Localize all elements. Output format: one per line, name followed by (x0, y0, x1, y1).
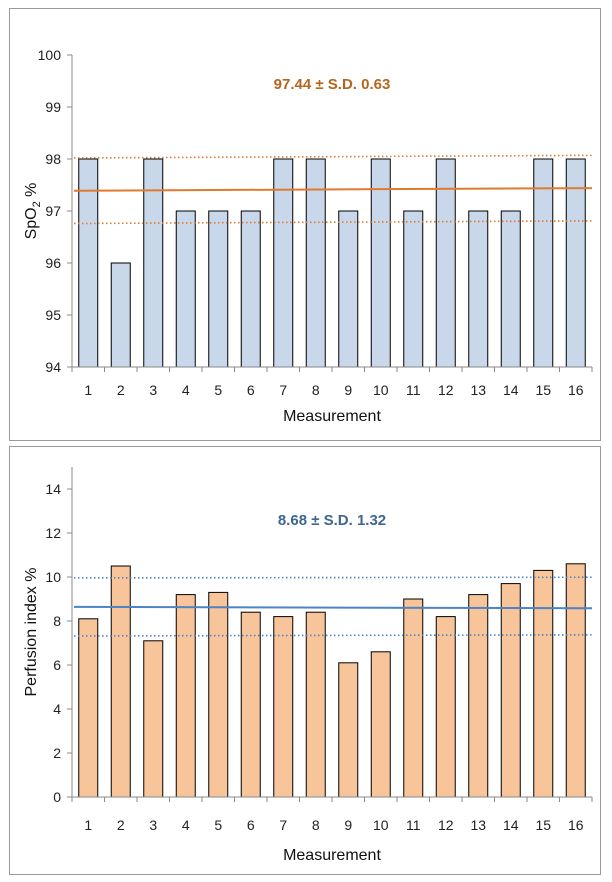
spo2-x-tick-label: 14 (503, 382, 519, 398)
pi-y-tick-label: 12 (45, 525, 61, 541)
pi-x-tick-label: 5 (214, 817, 222, 833)
spo2-x-tick-label: 13 (470, 382, 486, 398)
spo2-bar-2 (110, 262, 131, 368)
pi-y-axis-title: Perfusion index % (23, 568, 40, 697)
spo2-annotation: 97.44 ± S.D. 0.63 (274, 76, 391, 93)
pi-annotation: 8.68 ± S.D. 1.32 (278, 512, 386, 529)
pi-x-tick-label: 10 (373, 817, 389, 833)
pi-bar-9 (338, 662, 359, 798)
pi-y-tick-label: 4 (53, 701, 61, 717)
pi-bar-16 (565, 563, 586, 798)
spo2-x-tick-label: 1 (84, 382, 92, 398)
pi-x-tick-label: 6 (247, 817, 255, 833)
spo2-bar-14 (500, 210, 521, 368)
spo2-y-axis-title: SpO2 % (23, 183, 43, 240)
spo2-y-axis-title-subscript: 2 (31, 201, 43, 207)
spo2-x-tick-label: 2 (117, 382, 125, 398)
pi-x-axis-title: Measurement (283, 847, 381, 864)
spo2-y-tick-label: 98 (45, 151, 61, 167)
perfusion-chart-panel: 0 2 4 6 8 10 12 14 1 2 3 4 5 6 7 8 9 10 11 12 13 14 15 16 8.68 ±… (9, 446, 601, 875)
spo2-bar-5 (208, 210, 229, 368)
pi-y-axis-title-main: Perfusion index % (23, 568, 40, 697)
pi-bar-15 (533, 569, 554, 798)
spo2-bar-15 (533, 158, 554, 368)
pi-bar-4 (175, 594, 196, 798)
spo2-x-axis-title: Measurement (283, 408, 381, 425)
pi-y-tick-label: 6 (53, 657, 61, 673)
pi-x-tick-label: 12 (438, 817, 454, 833)
spo2-y-axis-title-unit: % (23, 183, 40, 202)
pi-y-tick-label: 0 (53, 789, 61, 805)
spo2-y-tick-label: 94 (45, 359, 61, 375)
pi-x-tick-label: 13 (470, 817, 486, 833)
spo2-x-tick-label: 12 (438, 382, 454, 398)
spo2-bar-9 (338, 210, 359, 368)
pi-x-tick-label: 2 (117, 817, 125, 833)
pi-x-tick-label: 1 (84, 817, 92, 833)
spo2-y-tick-label: 97 (45, 203, 61, 219)
spo2-bar-11 (403, 210, 424, 368)
pi-x-tick-label: 9 (344, 817, 352, 833)
pi-bar-10 (370, 651, 391, 798)
pi-lower-sd-line (73, 634, 593, 637)
pi-x-tick-label: 14 (503, 817, 519, 833)
pi-bar-5 (208, 591, 229, 798)
pi-bar-12 (435, 616, 456, 798)
pi-bar-2 (110, 565, 131, 798)
pi-y-tick-label: 14 (45, 481, 61, 497)
pi-x-tick-label: 3 (149, 817, 157, 833)
spo2-x-tick-label: 6 (247, 382, 255, 398)
pi-x-tick-label: 11 (406, 817, 421, 833)
spo2-x-tick-label: 8 (312, 382, 320, 398)
pi-y-tick-label: 10 (45, 569, 61, 585)
pi-y-tick-label: 2 (53, 745, 61, 761)
spo2-y-tick-label: 95 (45, 307, 61, 323)
spo2-chart-panel: 94 95 96 97 98 99 100 1 2 3 4 5 6 7 8 9 10 11 12 13 14 15 16 97… (9, 8, 601, 441)
pi-bar-7 (273, 616, 294, 798)
pi-y-tick-label: 8 (53, 613, 61, 629)
pi-x-tick-label: 8 (312, 817, 320, 833)
pi-x-tick-label: 4 (182, 817, 190, 833)
pi-bar-8 (305, 611, 326, 798)
spo2-bar-13 (468, 210, 489, 368)
pi-bar-11 (403, 598, 424, 798)
pi-bar-3 (143, 640, 164, 798)
pi-bar-14 (500, 583, 521, 798)
spo2-bar-16 (565, 158, 586, 368)
spo2-y-tick-label: 96 (45, 255, 61, 271)
spo2-x-tick-label: 10 (373, 382, 389, 398)
spo2-x-tick-label: 7 (279, 382, 287, 398)
spo2-x-tick-label: 4 (182, 382, 190, 398)
pi-x-tick-label: 16 (568, 817, 584, 833)
spo2-upper-sd-line (73, 154, 593, 159)
pi-x-tick-label: 7 (279, 817, 287, 833)
spo2-x-tick-label: 15 (535, 382, 551, 398)
pi-bar-1 (78, 618, 99, 798)
spo2-y-tick-label: 99 (45, 99, 61, 115)
spo2-x-tick-label: 5 (214, 382, 222, 398)
spo2-y-axis-title-main: SpO (23, 207, 40, 239)
spo2-x-tick-label: 16 (568, 382, 584, 398)
spo2-bar-6 (240, 210, 261, 368)
pi-x-tick-label: 15 (535, 817, 551, 833)
pi-mean-line (73, 605, 593, 610)
pi-bar-6 (240, 611, 261, 798)
spo2-x-tick-label: 9 (344, 382, 352, 398)
pi-upper-sd-line (73, 576, 593, 579)
spo2-x-tick-label: 3 (149, 382, 157, 398)
spo2-y-tick-label: 100 (38, 47, 62, 63)
spo2-x-tick-label: 11 (406, 382, 421, 398)
pi-bar-13 (468, 594, 489, 798)
spo2-bar-4 (175, 210, 196, 368)
spo2-bar-12 (435, 158, 456, 368)
spo2-mean-line (73, 187, 593, 192)
